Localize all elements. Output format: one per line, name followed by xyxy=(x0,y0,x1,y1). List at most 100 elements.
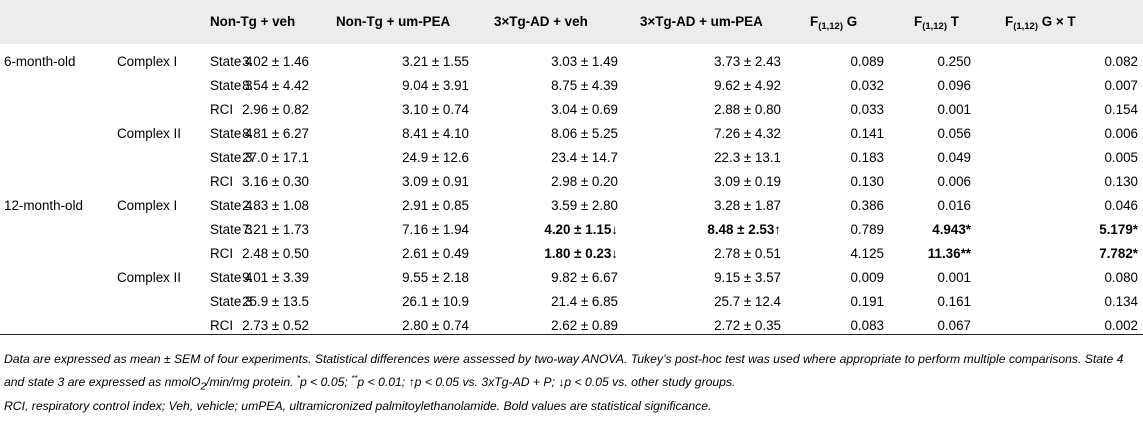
f-t-cell: 0.067 xyxy=(937,318,971,333)
f-t-cell: 0.001 xyxy=(937,102,971,117)
table-row: State 3 27.0 ± 17.1 24.9 ± 12.6 23.4 ± 14.7… xyxy=(0,146,1143,170)
header-3xtg-umpea: 3×Tg-AD + um-PEA xyxy=(640,14,763,29)
3xtg-umpea-cell: 3.73 ± 2.43 xyxy=(714,54,781,69)
nontg-veh-cell: 27.0 ± 17.1 xyxy=(242,150,309,165)
f-g-cell: 0.009 xyxy=(850,270,884,285)
3xtg-umpea-cell: 2.72 ± 0.35 xyxy=(714,318,781,333)
f-gxt-cell: 0.007 xyxy=(1104,78,1138,93)
f-t-cell: 0.056 xyxy=(937,126,971,141)
state-cell: State 3 xyxy=(210,294,253,309)
f-t-cell: 0.049 xyxy=(937,150,971,165)
nontg-veh-cell: 3.16 ± 0.30 xyxy=(242,174,309,189)
3xtg-veh-cell: 1.80 ± 0.23↓ xyxy=(544,246,618,261)
3xtg-veh-cell: 8.06 ± 5.25 xyxy=(551,126,618,141)
f-t-cell: 4.943* xyxy=(932,222,971,237)
nontg-umpea-cell: 2.61 ± 0.49 xyxy=(402,246,469,261)
f-g-cell: 0.032 xyxy=(850,78,884,93)
3xtg-veh-cell: 3.03 ± 1.49 xyxy=(551,54,618,69)
f-t-cell: 0.096 xyxy=(937,78,971,93)
table-row: RCI 3.16 ± 0.30 3.09 ± 0.91 2.98 ± 0.20 3.09… xyxy=(0,170,1143,194)
nontg-umpea-cell: 8.41 ± 4.10 xyxy=(402,126,469,141)
3xtg-umpea-cell: 2.88 ± 0.80 xyxy=(714,102,781,117)
f-gxt-cell: 0.002 xyxy=(1104,318,1138,333)
state-cell: State 4 xyxy=(210,198,253,213)
complex-cell: Complex II xyxy=(117,126,181,141)
age-cell: 12-month-old xyxy=(4,198,83,213)
f-t-cell: 0.001 xyxy=(937,270,971,285)
nontg-umpea-cell: 24.9 ± 12.6 xyxy=(402,150,469,165)
nontg-umpea-cell: 7.16 ± 1.94 xyxy=(402,222,469,237)
3xtg-veh-cell: 3.04 ± 0.69 xyxy=(551,102,618,117)
3xtg-umpea-cell: 9.62 ± 4.92 xyxy=(714,78,781,93)
header-f-gxt: F(1,12) G × T xyxy=(1005,14,1076,32)
f-gxt-cell: 7.782* xyxy=(1099,246,1138,261)
state-cell: State 3 xyxy=(210,78,253,93)
table-row: Complex II State 4 9.01 ± 3.39 9.55 ± 2.18 9… xyxy=(0,266,1143,290)
header-nontg-umpea: Non-Tg + um-PEA xyxy=(336,14,451,29)
f-g-cell: 4.125 xyxy=(850,246,884,261)
table-row: 6-month-old Complex I State 4 3.02 ± 1.46 3.… xyxy=(0,50,1143,74)
f-g-cell: 0.789 xyxy=(850,222,884,237)
nontg-umpea-cell: 3.21 ± 1.55 xyxy=(402,54,469,69)
table-row: State 3 7.21 ± 1.73 7.16 ± 1.94 4.20 ± 1.15… xyxy=(0,218,1143,242)
f-g-cell: 0.083 xyxy=(850,318,884,333)
nontg-veh-cell: 2.83 ± 1.08 xyxy=(242,198,309,213)
table-row: RCI 2.73 ± 0.52 2.80 ± 0.74 2.62 ± 0.89 2.72… xyxy=(0,314,1143,338)
f-gxt-cell: 0.134 xyxy=(1104,294,1138,309)
complex-cell: Complex I xyxy=(117,198,178,213)
state-cell: State 3 xyxy=(210,150,253,165)
nontg-umpea-cell: 9.55 ± 2.18 xyxy=(402,270,469,285)
nontg-umpea-cell: 3.10 ± 0.74 xyxy=(402,102,469,117)
f-t-cell: 0.006 xyxy=(937,174,971,189)
f-g-cell: 0.183 xyxy=(850,150,884,165)
state-cell: State 4 xyxy=(210,126,253,141)
f-gxt-cell: 0.080 xyxy=(1104,270,1138,285)
3xtg-umpea-cell: 2.78 ± 0.51 xyxy=(714,246,781,261)
table-body: 6-month-old Complex I State 4 3.02 ± 1.46 3.… xyxy=(0,44,1143,333)
f-g-cell: 0.033 xyxy=(850,102,884,117)
state-cell: RCI xyxy=(210,174,234,189)
header-f-g: F(1,12) G xyxy=(810,14,858,32)
f-gxt-cell: 0.005 xyxy=(1104,150,1138,165)
table-row: State 3 8.54 ± 4.42 9.04 ± 3.91 8.75 ± 4.39… xyxy=(0,74,1143,98)
f-g-cell: 0.141 xyxy=(850,126,884,141)
f-gxt-cell: 0.006 xyxy=(1104,126,1138,141)
3xtg-umpea-cell: 25.7 ± 12.4 xyxy=(714,294,781,309)
f-g-cell: 0.089 xyxy=(850,54,884,69)
table-row: 12-month-old Complex I State 4 2.83 ± 1.08 2… xyxy=(0,194,1143,218)
nontg-umpea-cell: 9.04 ± 3.91 xyxy=(402,78,469,93)
data-table: Non-Tg + veh Non-Tg + um-PEA 3×Tg-AD + v… xyxy=(0,0,1143,335)
nontg-veh-cell: 2.96 ± 0.82 xyxy=(242,102,309,117)
3xtg-veh-cell: 9.82 ± 6.67 xyxy=(551,270,618,285)
f-t-cell: 0.016 xyxy=(937,198,971,213)
state-cell: RCI xyxy=(210,246,234,261)
3xtg-veh-cell: 2.62 ± 0.89 xyxy=(551,318,618,333)
complex-cell: Complex I xyxy=(117,54,178,69)
table-row: RCI 2.48 ± 0.50 2.61 ± 0.49 1.80 ± 0.23↓ 2.7… xyxy=(0,242,1143,266)
state-cell: RCI xyxy=(210,102,234,117)
f-gxt-cell: 5.179* xyxy=(1099,222,1138,237)
3xtg-veh-cell: 23.4 ± 14.7 xyxy=(551,150,618,165)
table-footnote: Data are expressed as mean ± SEM of four… xyxy=(4,350,1140,416)
f-g-cell: 0.130 xyxy=(850,174,884,189)
f-g-cell: 0.191 xyxy=(850,294,884,309)
nontg-veh-cell: 9.01 ± 3.39 xyxy=(242,270,309,285)
age-cell: 6-month-old xyxy=(4,54,76,69)
table-row: Complex II State 4 8.81 ± 6.27 8.41 ± 4.10 8… xyxy=(0,122,1143,146)
header-3xtg-veh: 3×Tg-AD + veh xyxy=(494,14,588,29)
state-cell: State 3 xyxy=(210,222,253,237)
state-cell: RCI xyxy=(210,318,234,333)
nontg-umpea-cell: 3.09 ± 0.91 xyxy=(402,174,469,189)
nontg-veh-cell: 8.81 ± 6.27 xyxy=(242,126,309,141)
f-gxt-cell: 0.082 xyxy=(1104,54,1138,69)
f-t-cell: 11.36** xyxy=(927,246,971,261)
nontg-veh-cell: 3.02 ± 1.46 xyxy=(242,54,309,69)
3xtg-umpea-cell: 3.09 ± 0.19 xyxy=(714,174,781,189)
3xtg-veh-cell: 8.75 ± 4.39 xyxy=(551,78,618,93)
3xtg-veh-cell: 4.20 ± 1.15↓ xyxy=(544,222,618,237)
3xtg-umpea-cell: 8.48 ± 2.53↑ xyxy=(707,222,781,237)
3xtg-umpea-cell: 22.3 ± 13.1 xyxy=(714,150,781,165)
state-cell: State 4 xyxy=(210,54,253,69)
state-cell: State 4 xyxy=(210,270,253,285)
nontg-veh-cell: 25.9 ± 13.5 xyxy=(242,294,309,309)
